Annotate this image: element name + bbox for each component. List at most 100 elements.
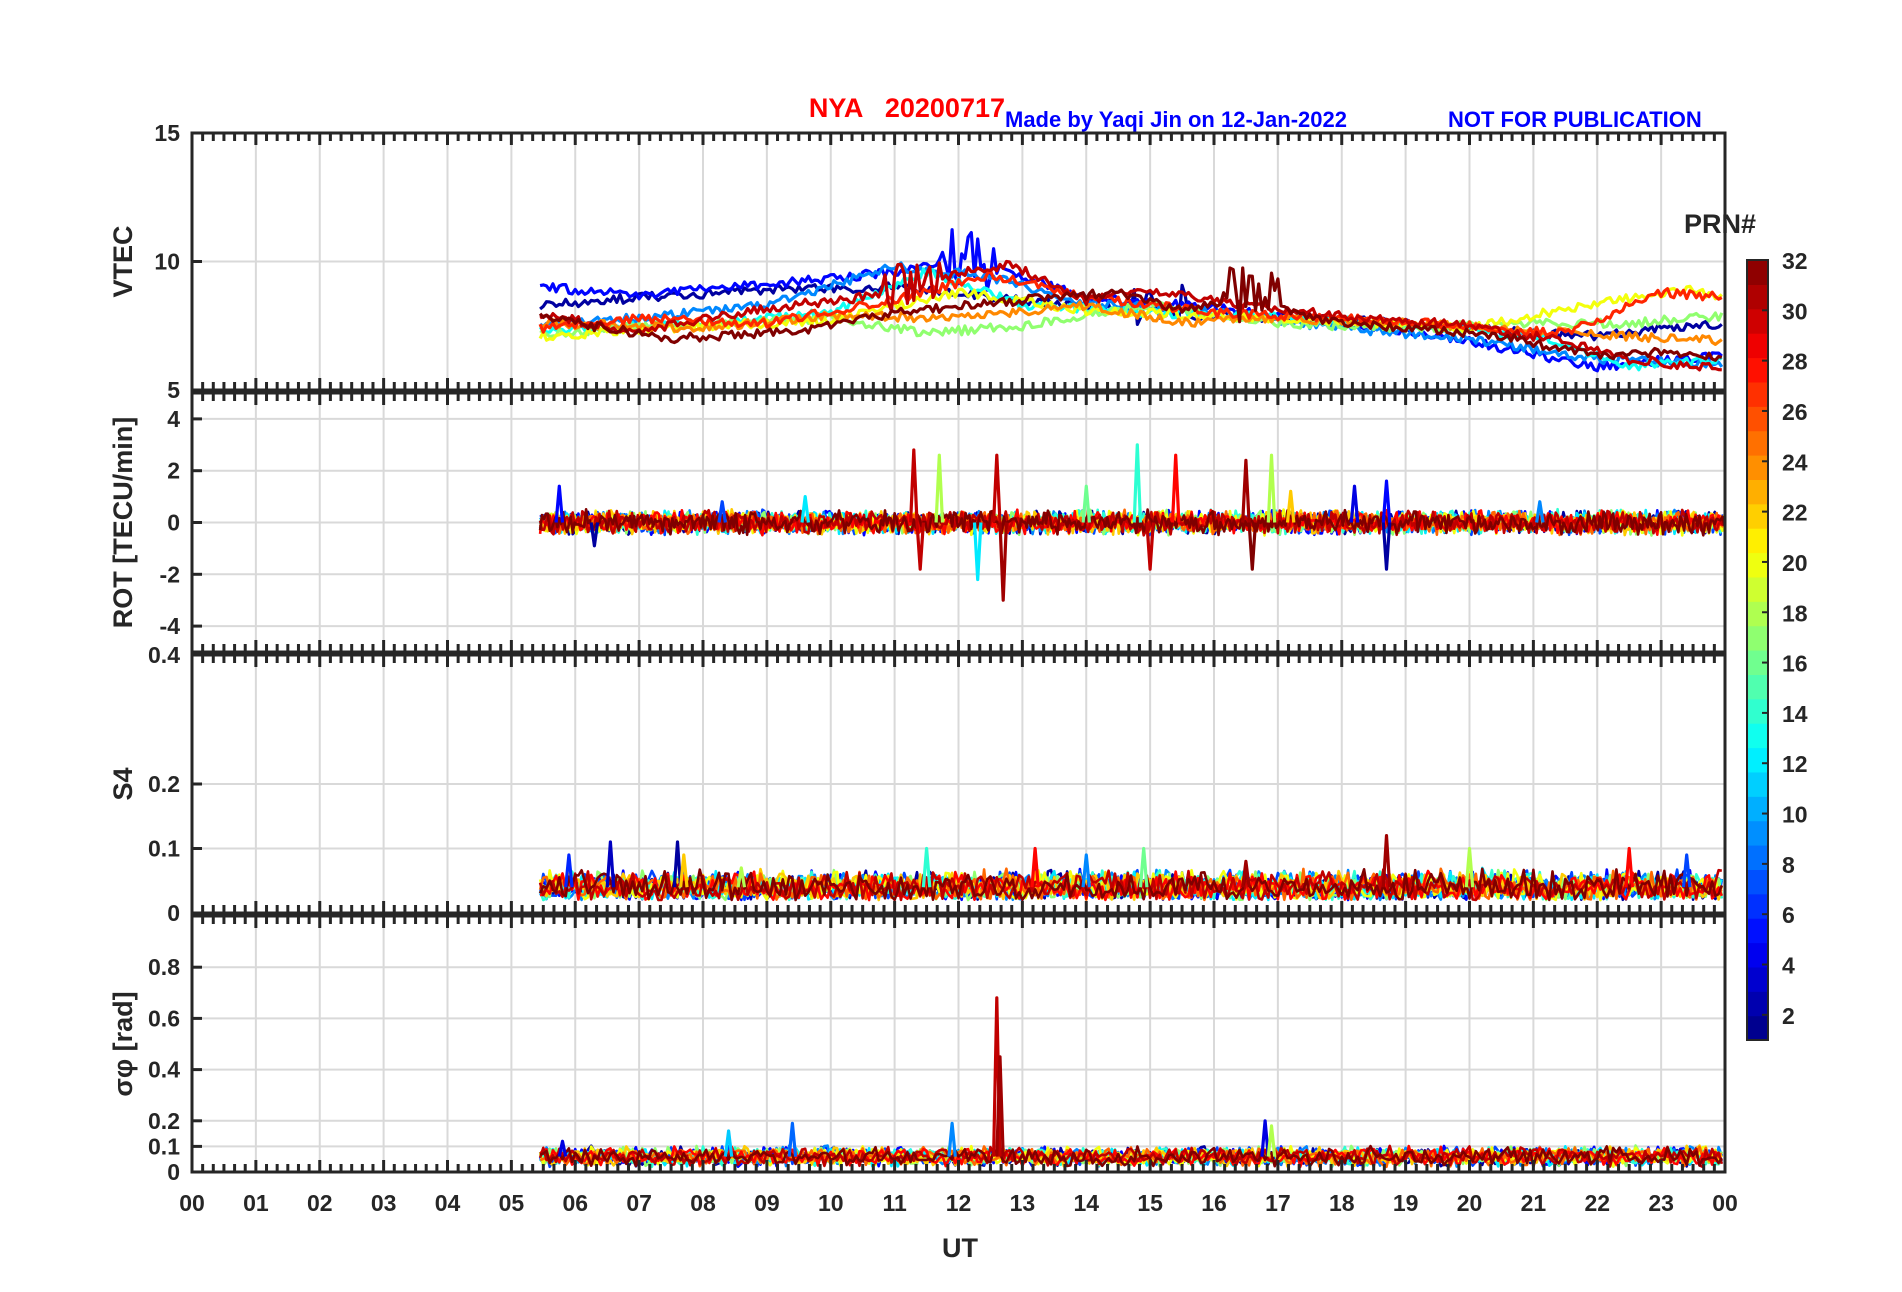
colorbar-tick-label: 2	[1782, 1003, 1795, 1029]
x-tick-label: 12	[946, 1190, 972, 1216]
colorbar-frame	[1746, 259, 1769, 1041]
panel-3: 0 0.1 0.2 0.4 S4	[108, 642, 1727, 926]
y-tick-label: 0	[167, 1159, 180, 1185]
x-tick-label: 23	[1648, 1190, 1674, 1216]
colorbar-segment	[1747, 333, 1768, 359]
colorbar-segment	[1747, 601, 1768, 627]
x-tick-label: 13	[1010, 1190, 1036, 1216]
colorbar-segment	[1747, 260, 1768, 285]
panel-4-series-prn-30	[538, 1144, 1724, 1169]
y-tick-label: 0	[167, 510, 180, 536]
y-axis-label: σφ [rad]	[108, 991, 138, 1096]
panel-3-data	[538, 834, 1724, 902]
spike-mark	[1260, 1119, 1270, 1157]
y-tick-label: 0.8	[148, 954, 180, 980]
spike-mark	[909, 448, 919, 523]
spike-mark	[1081, 853, 1091, 888]
spike-mark	[554, 484, 565, 523]
colorbar-segment	[1747, 796, 1768, 822]
colorbar-segment	[1747, 991, 1768, 1017]
panel-1-data	[538, 228, 1724, 373]
x-tick-label: 15	[1137, 1190, 1163, 1216]
panel-2-series-prn-32	[538, 508, 1725, 537]
spike-mark	[992, 453, 1002, 523]
spike-mark	[1381, 834, 1392, 888]
panel-2-data	[538, 443, 1725, 602]
colorbar-segment	[1747, 869, 1768, 895]
x-tick-label: 03	[371, 1190, 397, 1216]
colorbar-segment	[1747, 942, 1768, 968]
spike-mark	[723, 1129, 734, 1157]
x-tick-label: 01	[243, 1190, 269, 1216]
vtec-series-prn-27	[538, 269, 1723, 337]
x-axis-label: UT	[942, 1233, 978, 1263]
spike-mark	[787, 1121, 798, 1157]
panel-4-data	[538, 996, 1724, 1169]
spike-mark	[1030, 846, 1040, 888]
y-tick-label: 10	[154, 249, 180, 275]
spike-mark	[1266, 453, 1277, 523]
colorbar-segment	[1747, 381, 1768, 407]
colorbar-segment	[1747, 357, 1768, 383]
colorbar-segment	[1747, 308, 1768, 334]
colorbar-segment	[1747, 528, 1768, 554]
x-tick-label: 00	[179, 1190, 205, 1216]
y-tick-label: 5	[167, 377, 180, 403]
y-tick-label: 0.2	[148, 1108, 180, 1134]
colorbar-tick-label: 22	[1782, 500, 1808, 526]
y-tick-label: 0.4	[148, 642, 180, 668]
x-tick-label: 05	[499, 1190, 525, 1216]
spike-mark	[1624, 846, 1634, 888]
colorbar-segment	[1747, 552, 1768, 578]
x-tick-label: 09	[754, 1190, 780, 1216]
x-tick-label: 07	[626, 1190, 652, 1216]
spike-mark	[605, 840, 616, 888]
spike-mark	[1349, 484, 1360, 523]
spike-mark	[672, 840, 683, 888]
colorbar-segment	[1747, 576, 1768, 602]
spike-mark	[1266, 1124, 1277, 1157]
spike-mark	[736, 866, 747, 888]
credit-text: Made by Yaqi Jin on 12-Jan-2022	[1005, 107, 1347, 132]
colorbar-tick-label: 8	[1782, 852, 1795, 878]
spike-mark	[564, 853, 574, 888]
spike-mark	[998, 522, 1008, 602]
spike-mark	[1138, 846, 1149, 888]
x-tick-label: 22	[1584, 1190, 1610, 1216]
colorbar-segment	[1747, 966, 1768, 992]
colorbar-tick-label: 16	[1782, 651, 1808, 677]
x-tick-label: 19	[1393, 1190, 1419, 1216]
colorbar-tick-label: 18	[1782, 600, 1808, 626]
colorbar-segment	[1747, 455, 1768, 480]
colorbar-segment	[1747, 845, 1768, 870]
colorbar-segment	[1747, 1015, 1768, 1041]
spike-mark	[1464, 846, 1475, 888]
colorbar-segment	[1747, 284, 1768, 310]
panel-2: -4 -2 0 2 4 ROT [TECU/min]	[108, 391, 1727, 654]
x-tick-label: 10	[818, 1190, 844, 1216]
vtec-series-prn-32	[538, 266, 1723, 362]
colorbar-segment	[1747, 820, 1768, 846]
y-tick-label: -4	[160, 613, 181, 639]
spike-mark	[1145, 522, 1155, 571]
colorbar-title: PRN#	[1684, 209, 1756, 239]
colorbar-segment	[1747, 625, 1768, 651]
spike-mark	[1132, 443, 1143, 523]
colorbar-tick-label: 20	[1782, 550, 1808, 576]
x-axis: 00 01 02 03 04 05 06 07 08 09 10 11 12 13 14 15 16 17 18 19…	[179, 1190, 1738, 1216]
spike-mark	[947, 1121, 957, 1157]
spike-mark	[1381, 479, 1392, 523]
x-tick-label: 11	[882, 1190, 907, 1216]
spike-mark	[800, 495, 810, 523]
spike-mark	[1381, 522, 1392, 571]
colorbar-tick-label: 6	[1782, 902, 1795, 928]
colorbar-segment	[1747, 430, 1768, 456]
y-tick-label: 15	[154, 120, 180, 146]
spike-mark	[1170, 453, 1181, 523]
colorbar-tick-label: 24	[1782, 449, 1808, 475]
spike-mark	[1081, 484, 1091, 523]
y-tick-label: 0.2	[148, 771, 180, 797]
